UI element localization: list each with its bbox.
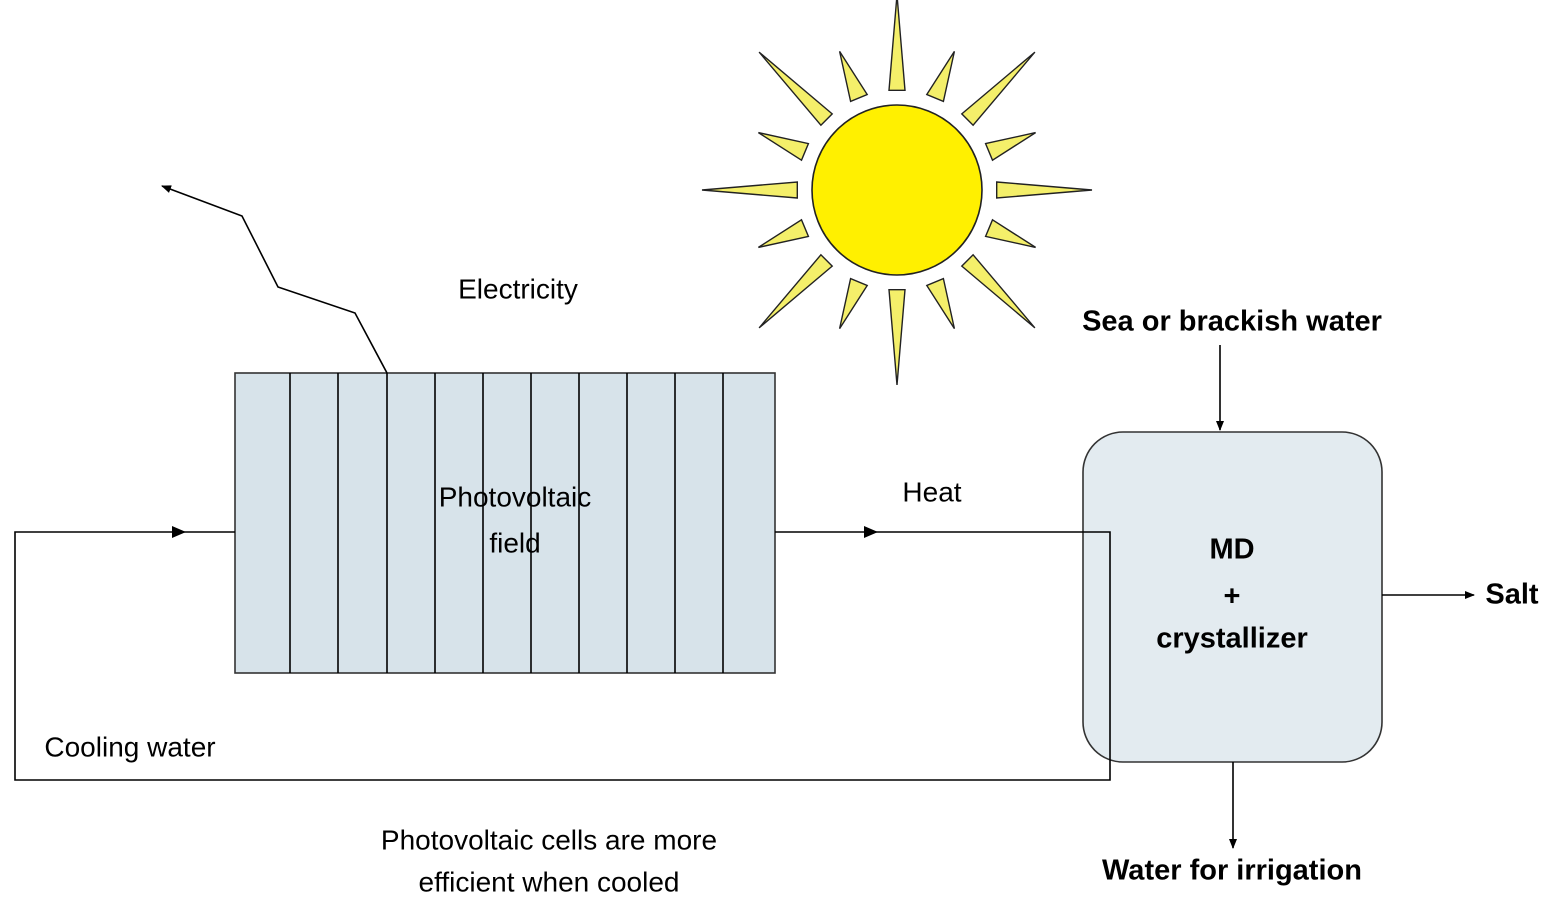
- sun-ray: [960, 253, 1036, 329]
- sun-ray: [758, 218, 810, 249]
- cooling-loop: [14, 531, 1111, 781]
- sun-ray: [701, 181, 798, 199]
- feed-label: Sea or brackish water: [1082, 306, 1382, 338]
- sun-ray: [960, 51, 1036, 127]
- salt-label: Salt: [1485, 579, 1539, 611]
- pv-label: field: [489, 527, 540, 558]
- heat-label: Heat: [902, 476, 961, 507]
- electricity-label: Electricity: [458, 273, 578, 304]
- sun-ray: [925, 277, 956, 329]
- pv-field-box: [234, 372, 776, 674]
- pv-cells: [289, 373, 724, 673]
- sun-ray: [758, 51, 834, 127]
- arrowhead: [864, 526, 878, 538]
- md-label: crystallizer: [1156, 623, 1308, 655]
- electricity-arrow: [161, 185, 388, 374]
- sun-ray: [758, 253, 834, 329]
- sun-ray: [996, 181, 1093, 199]
- irrigation-label: Water for irrigation: [1102, 855, 1362, 887]
- note: efficient when cooled: [419, 866, 680, 897]
- sun-ray: [888, 289, 906, 386]
- md-label: MD: [1209, 534, 1254, 566]
- pv-label: Photovoltaic: [439, 481, 592, 512]
- sun-disc: [811, 104, 983, 276]
- note: Photovoltaic cells are more: [381, 824, 717, 855]
- arrowhead: [172, 526, 186, 538]
- sun-ray: [888, 0, 906, 92]
- sun-ray: [838, 277, 869, 329]
- sun-ray: [758, 131, 810, 162]
- cooling-water-label: Cooling water: [44, 731, 215, 762]
- sun-ray: [925, 51, 956, 103]
- sun-ray: [838, 51, 869, 103]
- sun-ray: [984, 218, 1036, 249]
- sun: [701, 0, 1093, 386]
- sun-ray: [984, 131, 1036, 162]
- md-label: +: [1224, 581, 1241, 613]
